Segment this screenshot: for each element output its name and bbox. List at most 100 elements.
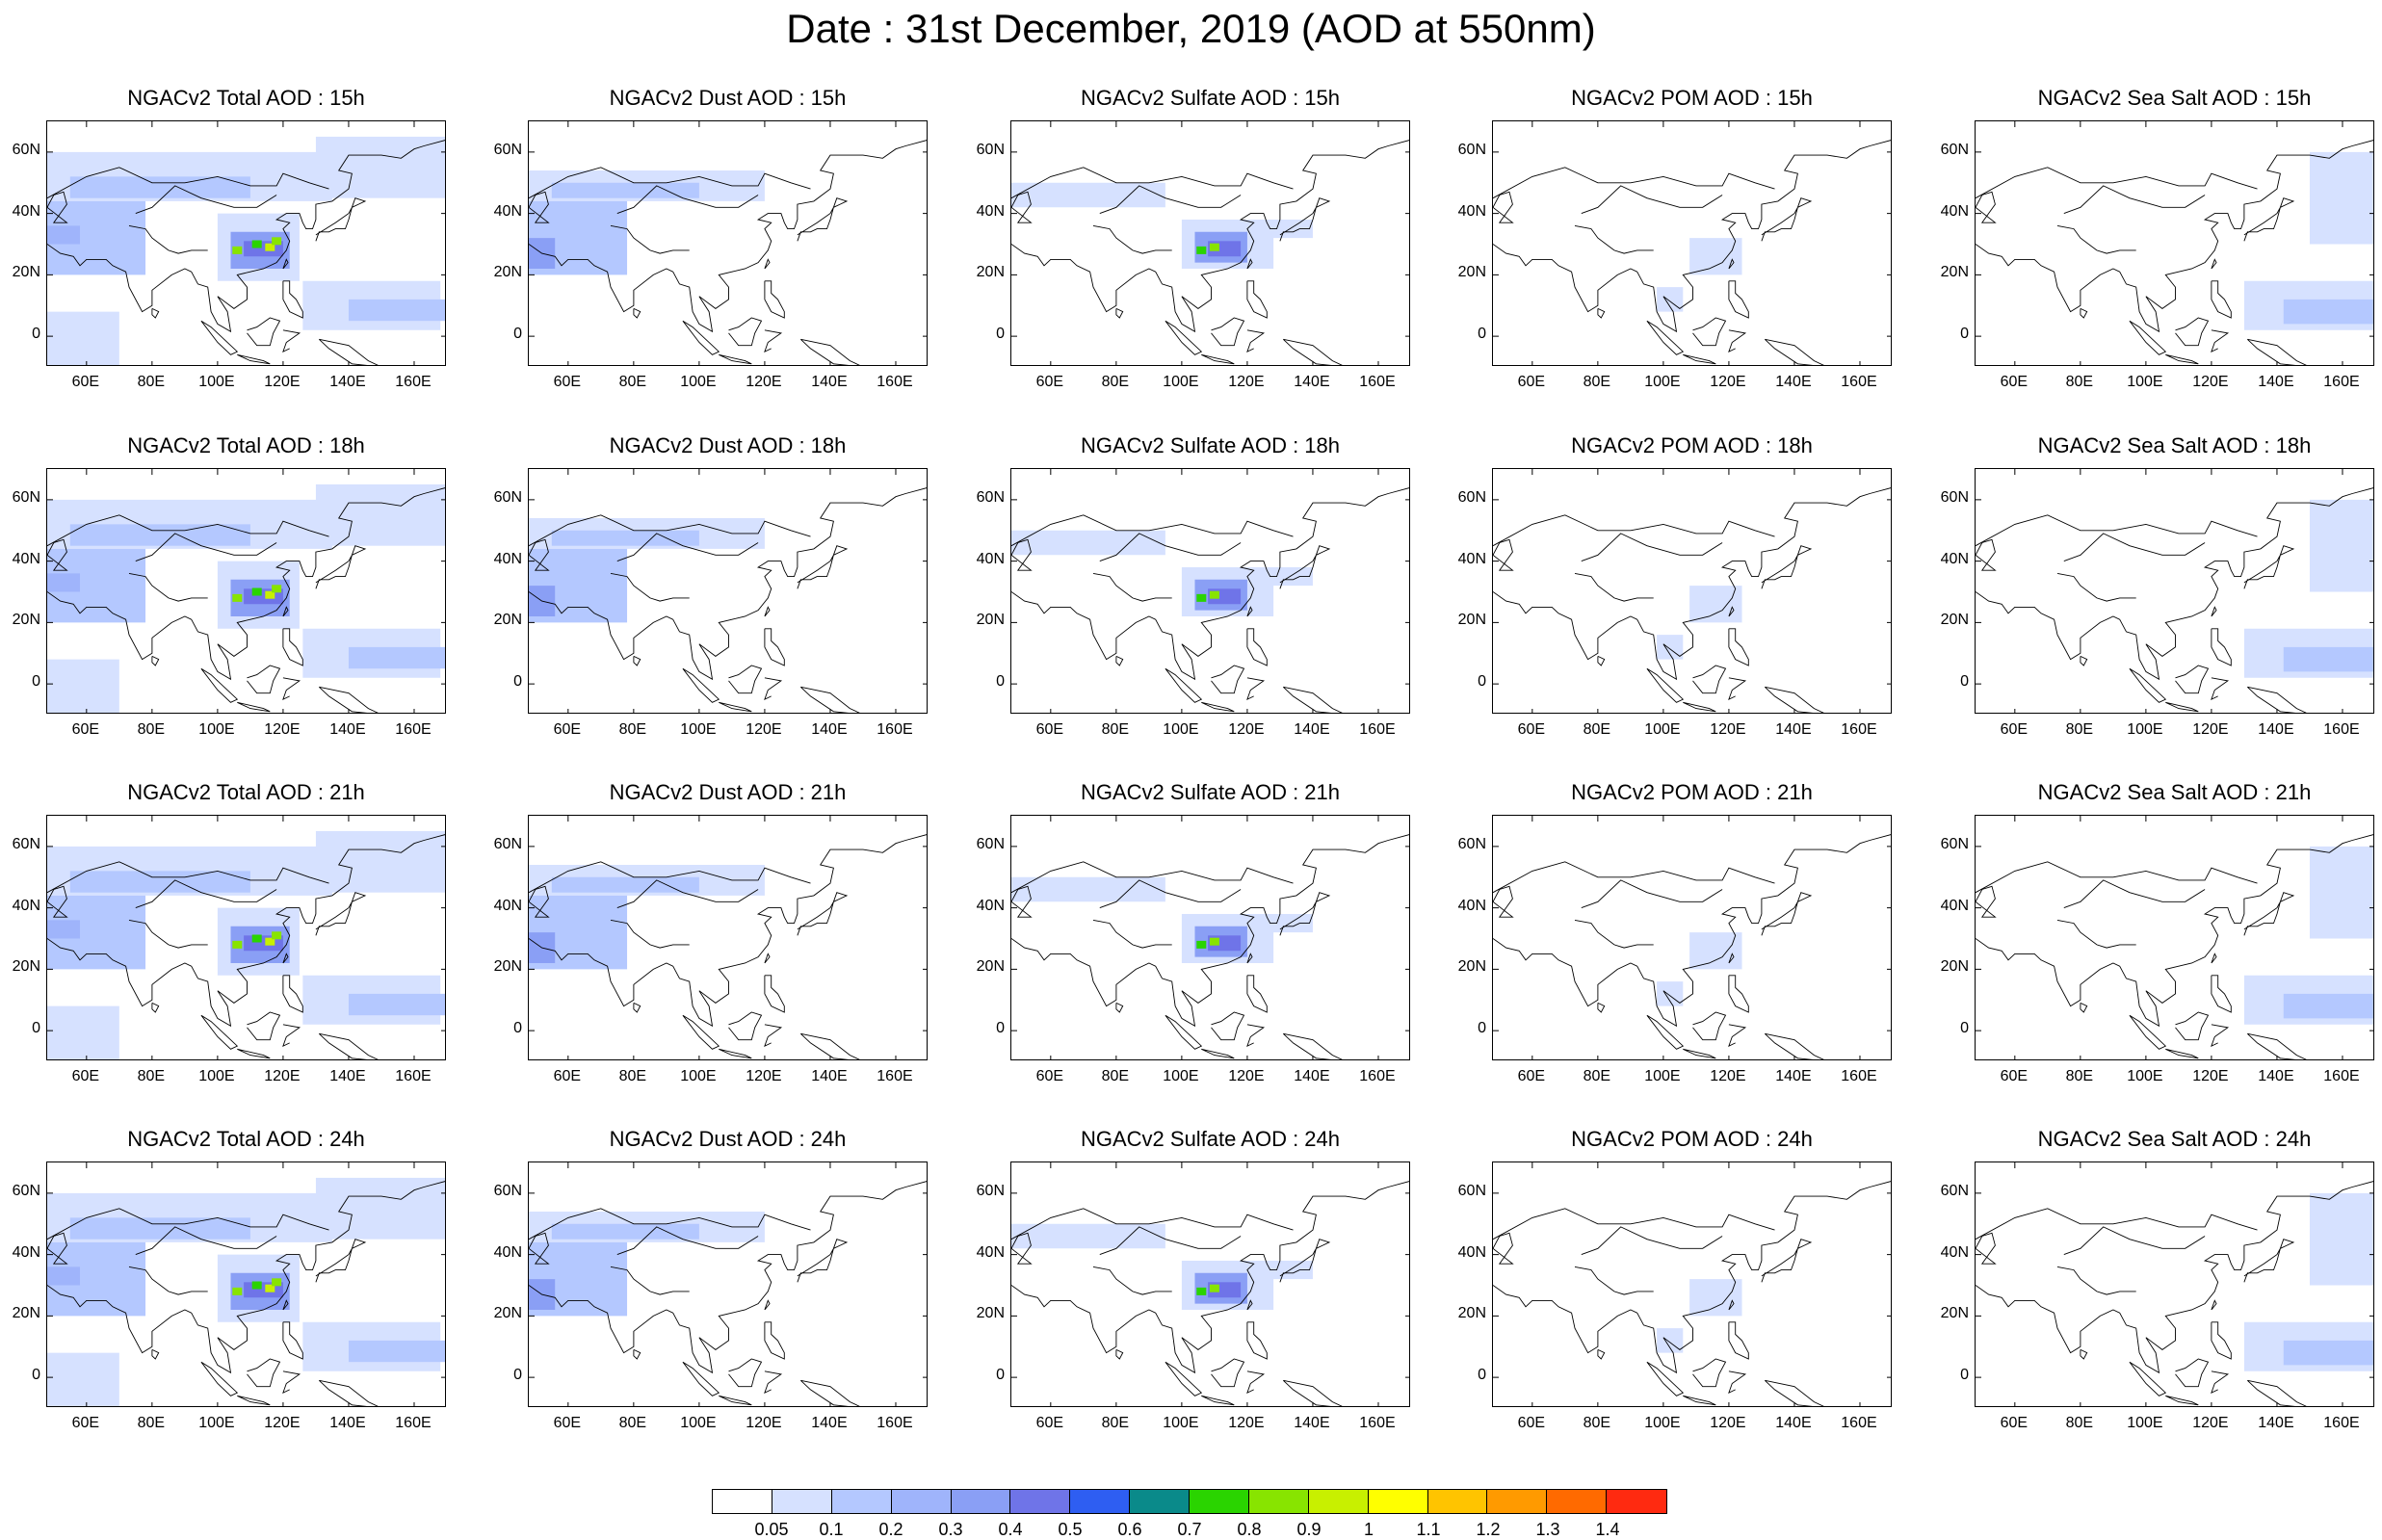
lon-tick-label: 60E (1517, 721, 1546, 738)
lat-tick-label: 60N (12, 488, 40, 506)
lon-tick-label: 120E (264, 721, 301, 738)
lon-tick-label: 60E (553, 374, 582, 390)
coastline (1796, 892, 1813, 902)
colorbar-label: 0.4 (998, 1520, 1023, 1539)
coastline (1761, 555, 1798, 589)
coastline (315, 901, 353, 936)
map-canvas (1976, 1162, 2373, 1406)
coastline (247, 1358, 281, 1388)
aod-haze-region (551, 530, 699, 546)
lon-tick-label: 100E (1644, 1068, 1681, 1084)
aod-haze-region (47, 573, 81, 592)
panel-title: NGACv2 Sea Salt AOD : 24h (2037, 1127, 2312, 1151)
coastline (2063, 879, 2206, 909)
panel-title: NGACv2 Dust AOD : 24h (609, 1127, 847, 1151)
coastline (2246, 686, 2307, 713)
lon-tick-label: 140E (1775, 1415, 1812, 1431)
lon-tick-label: 100E (1644, 374, 1681, 390)
aod-haze-region (2283, 299, 2373, 325)
coastline (1011, 514, 1294, 547)
colorbar-label: 1.2 (1476, 1520, 1501, 1539)
lon-tick-label: 100E (1644, 1415, 1681, 1431)
coastline (151, 1002, 160, 1013)
panel-title: NGACv2 Dust AOD : 18h (609, 433, 847, 457)
colorbar-swatch (1308, 1490, 1369, 1513)
coastline (799, 1032, 860, 1059)
coastline (1211, 665, 1245, 694)
aod-hotspot (232, 593, 243, 602)
aod-haze-region (1689, 932, 1742, 970)
lon-tick-label: 80E (137, 1415, 166, 1431)
coastline (2063, 185, 2206, 215)
aod-haze-region (47, 1266, 81, 1286)
coastline (1683, 1048, 1716, 1059)
lat-tick-label: 60N (12, 835, 40, 852)
aod-haze-region (348, 299, 445, 322)
lon-tick-label: 60E (1035, 374, 1064, 390)
panel-title: NGACv2 Total AOD : 24h (127, 1127, 365, 1151)
coastline (1165, 1014, 1203, 1050)
lat-tick-label: 40N (12, 897, 40, 914)
aod-haze-region (1011, 530, 1165, 556)
coastline (318, 1379, 379, 1406)
coastline (2243, 555, 2281, 589)
coastline (1011, 140, 1409, 333)
coastline (2211, 677, 2230, 700)
lat-tick-label: 20N (493, 264, 522, 281)
coastline (128, 572, 208, 602)
lon-tick-label: 80E (137, 1068, 166, 1084)
coastline (1574, 1266, 1654, 1295)
coastline (2246, 1379, 2307, 1406)
map-canvas (1011, 121, 1409, 365)
lat-tick-label: 20N (12, 612, 40, 629)
lon-tick-label: 100E (2127, 721, 2163, 738)
lat-tick-label: 20N (493, 958, 522, 976)
colorbar-swatch (713, 1490, 772, 1513)
coastline (1796, 1239, 1813, 1249)
coastline (764, 1299, 771, 1311)
coastline (1011, 885, 1033, 918)
aod-haze-region (47, 225, 81, 245)
lon-tick-label: 80E (618, 1068, 647, 1084)
lon-tick-label: 120E (264, 1068, 301, 1084)
coastline (200, 320, 239, 355)
coastline (1099, 185, 1242, 215)
coastline (2165, 1048, 2199, 1059)
aod-hotspot (272, 585, 282, 593)
coastline (764, 628, 785, 666)
colorbar-swatch (1487, 1490, 1548, 1513)
aod-hotspot (1196, 940, 1207, 949)
lon-tick-label: 100E (2127, 1068, 2163, 1084)
lon-tick-label: 80E (618, 1415, 647, 1431)
coastline (247, 317, 281, 347)
coastline (1011, 1232, 1033, 1265)
coastline (1976, 167, 2258, 199)
coastline (1976, 1208, 2258, 1240)
lat-tick-label: 40N (12, 550, 40, 567)
map-panel-seasalt-24h: NGACv2 Sea Salt AOD : 24h 60N 40N 20N 0 60E 80… (1928, 1127, 2382, 1449)
coastline (1282, 338, 1343, 365)
lon-tick-label: 100E (2127, 374, 2163, 390)
lat-tick-label: 0 (1478, 326, 1486, 343)
map-panel-pom-21h: NGACv2 POM AOD : 21h 60N 40N 20N 0 60E 80E 100E… (1446, 780, 1903, 1103)
coastline (282, 1370, 301, 1394)
panel-title: NGACv2 Total AOD : 15h (127, 86, 365, 110)
lat-tick-label: 40N (1457, 1243, 1486, 1261)
coastline (1764, 686, 1824, 713)
coastline (728, 317, 763, 347)
coastline (1099, 1226, 1242, 1256)
lat-tick-label: 60N (976, 835, 1005, 852)
coastline (797, 207, 834, 242)
coastline (2243, 1248, 2281, 1283)
map-frame (1492, 120, 1892, 366)
coastline (2063, 533, 2206, 562)
colorbar-swatch (1607, 1490, 1666, 1513)
colorbar (712, 1489, 1667, 1514)
coastline (47, 487, 445, 681)
map-canvas (529, 469, 927, 713)
map-frame (528, 1162, 928, 1407)
lon-tick-label: 140E (2258, 1415, 2294, 1431)
map-panel-seasalt-21h: NGACv2 Sea Salt AOD : 21h 60N 40N 20N 0 60E 80… (1928, 780, 2382, 1103)
coastline (1728, 1024, 1747, 1047)
lon-tick-label: 60E (71, 1415, 100, 1431)
